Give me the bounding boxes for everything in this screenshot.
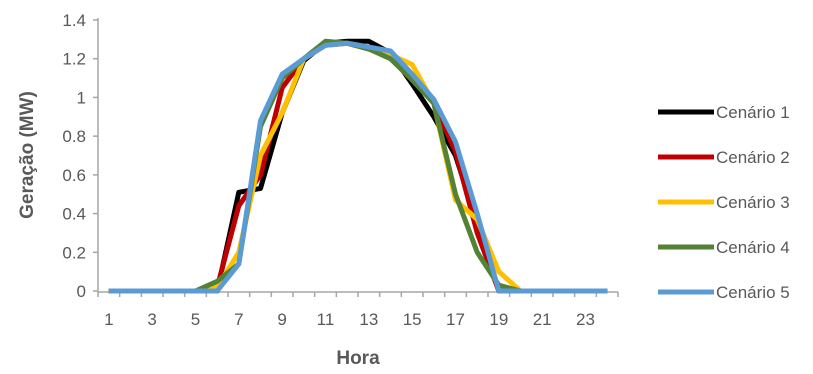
y-tick-label: 1.4 [62,11,86,30]
series-line-cenario-3 [108,40,608,294]
y-tick-label: 0.4 [62,205,86,224]
y-tick-label: 0.2 [62,243,86,262]
x-tick-label: 1 [104,310,113,329]
series-group [108,38,608,294]
x-tick-label: 3 [147,310,156,329]
y-tick-label: 1.2 [62,50,86,69]
legend-label: Cenário 2 [716,148,790,167]
series-line-cenario-5 [108,40,608,294]
legend-label: Cenário 3 [716,193,790,212]
series-line-cenario-2 [108,40,608,294]
x-tick-label: 11 [317,310,335,329]
x-axis-title: Hora [336,348,380,369]
x-tick-label: 19 [489,310,508,329]
legend-label: Cenário 1 [716,103,790,122]
x-tick-label: 13 [359,310,378,329]
x-tick-label: 5 [191,310,200,329]
x-tick-label: 7 [234,310,243,329]
x-tick-label: 21 [533,310,552,329]
x-tick-label: 17 [446,310,465,329]
x-tick-label: 15 [403,310,422,329]
x-tick-label: 9 [277,310,286,329]
legend-label: Cenário 5 [716,283,790,302]
y-tick-label: 1 [77,88,86,107]
y-tick-label: 0.8 [62,127,86,146]
series-line-cenario-4 [108,38,608,294]
y-tick-label: 0 [77,282,86,301]
y-axis-title: Geração (MW) [17,91,38,219]
x-tick-label: 23 [576,310,595,329]
y-tick-label: 0.6 [62,166,86,185]
legend: Cenário 1 Cenário 2 Cenário 3 Cenário 4 Cená… [658,103,790,302]
axes: 00.20.40.60.811.21.41 3 5 7 9 11 13 15 17 19 21 23 [62,11,619,329]
series-line-cenario-1 [108,38,608,294]
legend-label: Cenário 4 [716,238,790,257]
